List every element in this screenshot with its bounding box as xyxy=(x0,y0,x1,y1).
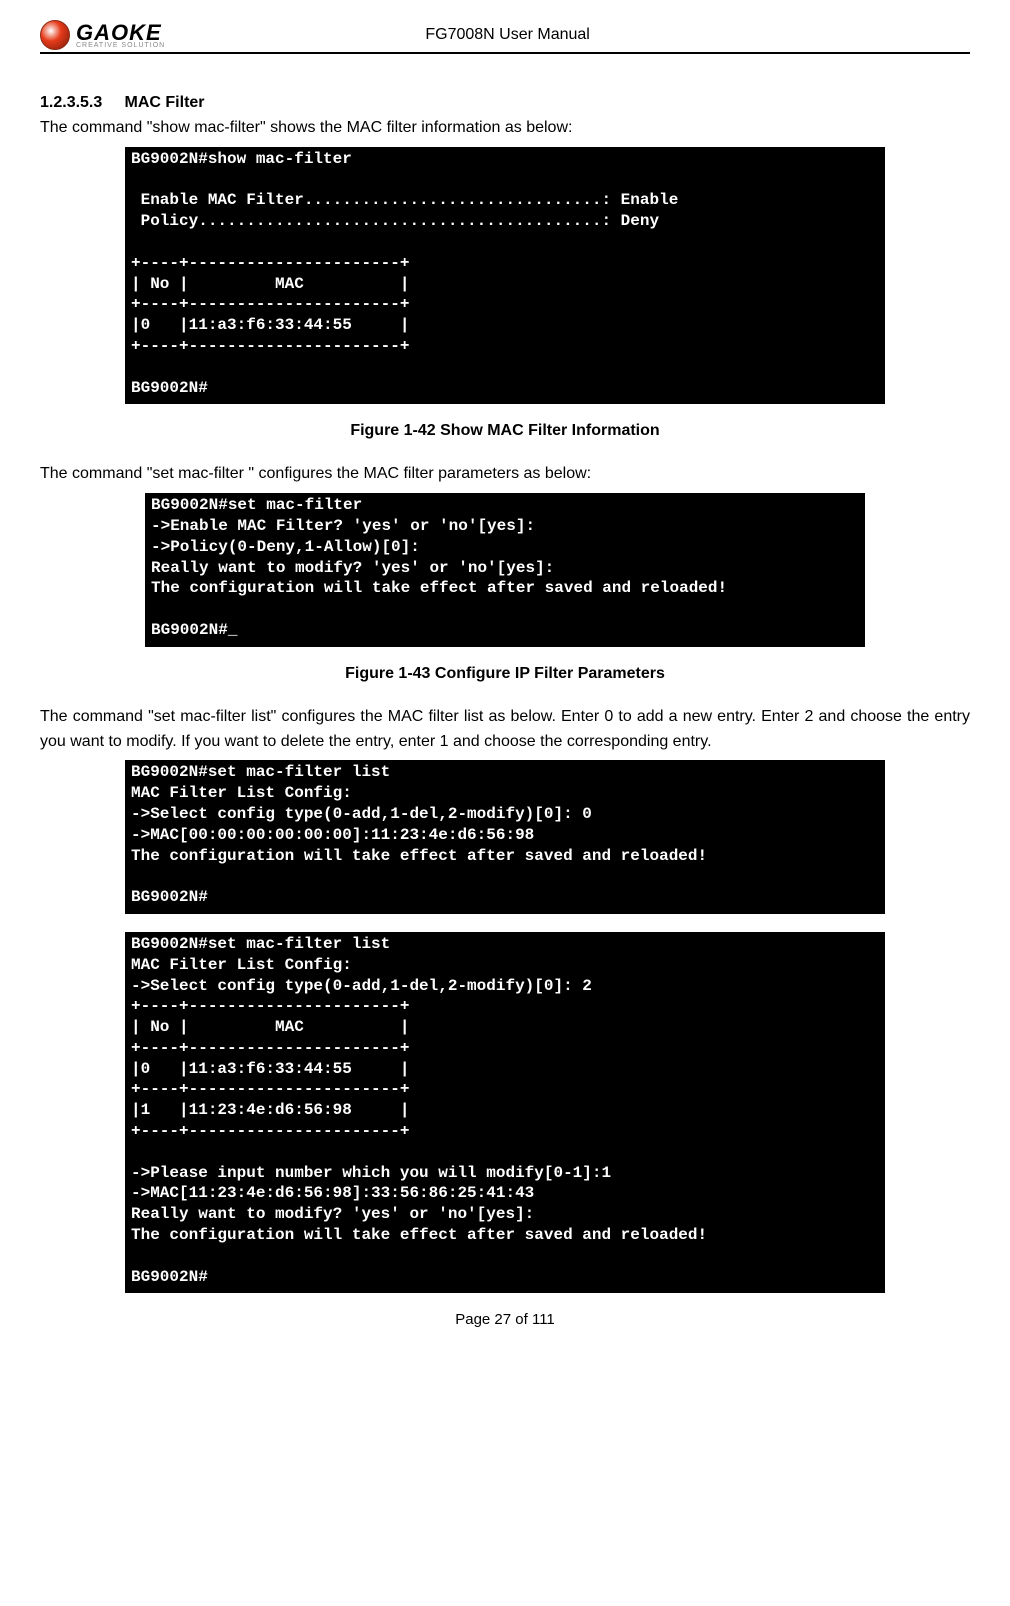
page: GAOKE CREATIVE SOLUTION FG7008N User Man… xyxy=(0,0,1010,1338)
intro-text-1: The command "show mac-filter" shows the … xyxy=(40,116,970,141)
section-heading: 1.2.3.5.3 MAC Filter xyxy=(40,94,970,112)
logo-text-block: GAOKE CREATIVE SOLUTION xyxy=(76,22,165,49)
logo: GAOKE CREATIVE SOLUTION xyxy=(40,20,165,50)
intro-text-3: The command "set mac-filter list" config… xyxy=(40,705,970,755)
figure-caption-2: Figure 1-43 Configure IP Filter Paramete… xyxy=(40,665,970,683)
logo-icon xyxy=(40,20,70,50)
doc-title: FG7008N User Manual xyxy=(165,26,850,44)
page-header: GAOKE CREATIVE SOLUTION FG7008N User Man… xyxy=(40,20,970,54)
terminal-set-mac-filter-list-add: BG9002N#set mac-filter list MAC Filter L… xyxy=(125,760,885,914)
section-title: MAC Filter xyxy=(125,94,205,111)
terminal-set-mac-filter: BG9002N#set mac-filter ->Enable MAC Filt… xyxy=(145,493,865,647)
figure-caption-1: Figure 1-42 Show MAC Filter Information xyxy=(40,422,970,440)
logo-text: GAOKE xyxy=(76,22,165,44)
logo-subtext: CREATIVE SOLUTION xyxy=(76,42,165,49)
intro-text-2: The command "set mac-filter " configures… xyxy=(40,462,970,487)
section-number: 1.2.3.5.3 xyxy=(40,94,102,111)
page-footer: Page 27 of 111 xyxy=(40,1311,970,1328)
terminal-show-mac-filter: BG9002N#show mac-filter Enable MAC Filte… xyxy=(125,147,885,405)
terminal-set-mac-filter-list-modify: BG9002N#set mac-filter list MAC Filter L… xyxy=(125,932,885,1294)
